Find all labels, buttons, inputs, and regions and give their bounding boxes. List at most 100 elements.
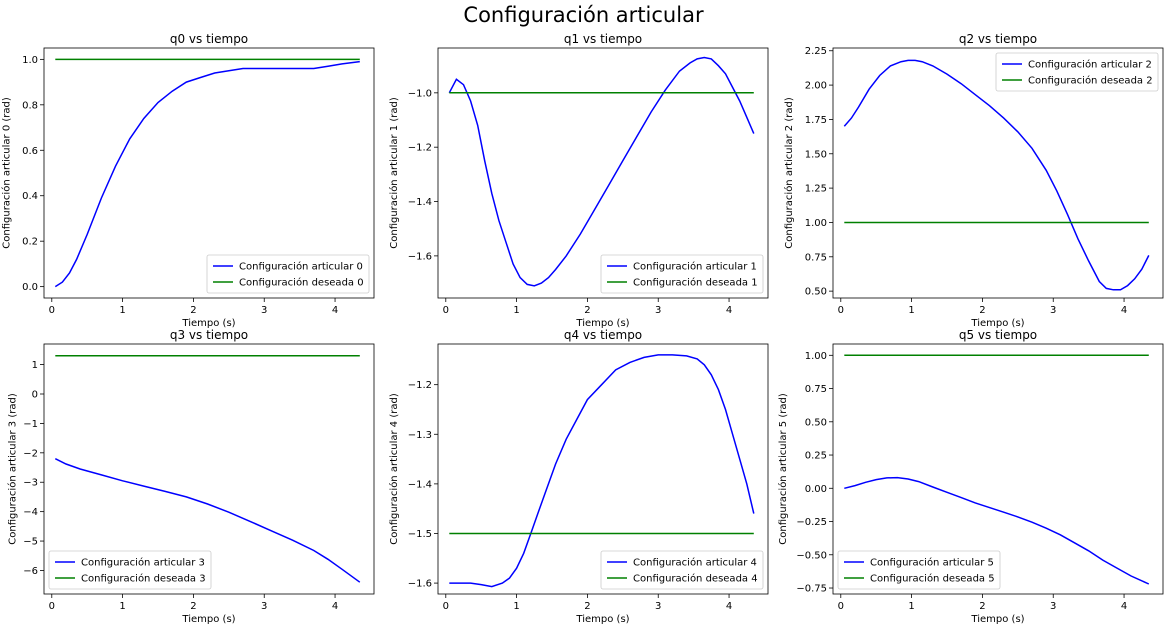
legend: Configuración articular 4 Configuración d… bbox=[600, 550, 764, 590]
x-tick-label: 0 bbox=[838, 601, 844, 612]
subplot-q1: 0 1 2 3 4 −1.6 −1.4 −1.2 −1.0 q1 vs tiempo Tiempo … bbox=[388, 32, 769, 329]
y-tick-label: −3 bbox=[23, 478, 38, 489]
subplot-q5: 0 1 2 3 4 −0.75 −0.50 −0.25 0.00 0.25 0.50 0.75 1.00… bbox=[777, 328, 1164, 625]
x-tick-label: 1 bbox=[513, 601, 519, 612]
subplot-q4: 0 1 2 3 4 −1.6 −1.5 −1.4 −1.3 −1.2 q4 vs tiempo Tie… bbox=[388, 328, 769, 625]
y-tick-label: −1 bbox=[23, 419, 38, 430]
x-tick-label: 1 bbox=[513, 305, 519, 316]
y-tick-label: 0.2 bbox=[22, 237, 38, 248]
subplot-title: q3 vs tiempo bbox=[170, 328, 248, 342]
x-tick-label: 3 bbox=[1050, 305, 1056, 316]
x-tick-label: 0 bbox=[838, 305, 844, 316]
x-tick-label: 3 bbox=[261, 305, 267, 316]
legend-entry: Configuración articular 1 bbox=[633, 261, 757, 273]
y-tick-label: 1.00 bbox=[805, 351, 827, 362]
legend-box bbox=[48, 550, 212, 590]
x-tick-label: 1 bbox=[119, 305, 125, 316]
x-axis-label: Tiempo (s) bbox=[181, 614, 235, 625]
legend-entry: Configuración deseada 5 bbox=[870, 573, 995, 585]
legend-entry: Configuración deseada 2 bbox=[1028, 75, 1153, 87]
x-axis-label: Tiempo (s) bbox=[575, 318, 629, 329]
y-tick-label: 1.50 bbox=[805, 149, 827, 160]
y-tick-label: −1.4 bbox=[408, 197, 432, 208]
legend-entry: Configuración deseada 0 bbox=[239, 277, 364, 289]
subplot-title: q4 vs tiempo bbox=[564, 328, 642, 342]
x-tick-label: 4 bbox=[726, 305, 732, 316]
y-tick-label: −1.4 bbox=[408, 479, 432, 490]
y-tick-label: 1.25 bbox=[805, 184, 827, 195]
subplot-title: q2 vs tiempo bbox=[959, 32, 1037, 46]
subplot-q0: 0 1 2 3 4 0.0 0.2 0.4 0.6 0.8 1.0 q0 vs tiempo Tiemp… bbox=[0, 32, 375, 329]
y-tick-label: −0.25 bbox=[796, 517, 827, 528]
y-tick-label: 0.50 bbox=[805, 287, 827, 298]
y-tick-label: −1.3 bbox=[408, 430, 432, 441]
x-tick-label: 2 bbox=[584, 305, 590, 316]
series-line-actual bbox=[54, 60, 360, 288]
legend-box bbox=[600, 550, 764, 590]
x-tick-label: 3 bbox=[655, 305, 661, 316]
x-tick-label: 1 bbox=[908, 305, 914, 316]
x-tick-label: 2 bbox=[979, 601, 985, 612]
x-tick-label: 3 bbox=[261, 601, 267, 612]
y-tick-label: 2.25 bbox=[805, 46, 827, 57]
y-axis-label: Configuración articular 4 (rad) bbox=[388, 393, 400, 545]
legend-entry: Configuración articular 3 bbox=[81, 557, 205, 569]
x-tick-label: 0 bbox=[443, 601, 449, 612]
legend-entry: Configuración articular 4 bbox=[633, 557, 757, 569]
x-tick-label: 4 bbox=[332, 305, 338, 316]
legend: Configuración articular 3 Configuración d… bbox=[48, 550, 212, 590]
x-tick-label: 4 bbox=[1121, 305, 1127, 316]
y-tick-label: 0.50 bbox=[805, 417, 827, 428]
legend-box bbox=[206, 254, 370, 294]
series-line-actual bbox=[843, 59, 1150, 291]
x-tick-label: 3 bbox=[655, 601, 661, 612]
y-tick-label: 0.75 bbox=[805, 384, 827, 395]
y-tick-label: −1.6 bbox=[408, 579, 432, 590]
subplot-title: q0 vs tiempo bbox=[170, 32, 248, 46]
y-tick-label: 0.8 bbox=[22, 100, 38, 111]
y-tick-label: 1.0 bbox=[22, 55, 38, 66]
y-tick-label: −5 bbox=[23, 537, 38, 548]
y-axis-label: Configuración articular 0 (rad) bbox=[0, 97, 12, 249]
y-axis-label: Configuración articular 5 (rad) bbox=[777, 393, 789, 545]
x-axis-label: Tiempo (s) bbox=[970, 318, 1024, 329]
x-tick-label: 2 bbox=[979, 305, 985, 316]
subplot-q2: 0 1 2 3 4 0.50 0.75 1.00 1.25 1.50 1.75 2.00 2.25 q2 … bbox=[783, 32, 1164, 329]
y-tick-label: −1.5 bbox=[408, 529, 432, 540]
legend-entry: Configuración deseada 3 bbox=[81, 573, 206, 585]
y-tick-label: 0.4 bbox=[22, 191, 38, 202]
x-tick-label: 1 bbox=[908, 601, 914, 612]
y-tick-label: 0.6 bbox=[22, 146, 38, 157]
y-tick-label: 0.75 bbox=[805, 252, 827, 263]
subplot-title: q5 vs tiempo bbox=[959, 328, 1037, 342]
subplot-q3: 0 1 2 3 4 −6 −5 −4 −3 −2 −1 0 1 q3 vs tiempo Tiempo (s… bbox=[7, 328, 375, 625]
y-tick-label: 1.00 bbox=[805, 218, 827, 229]
y-axis-label: Configuración articular 3 (rad) bbox=[7, 393, 19, 545]
y-tick-label: −2 bbox=[23, 448, 38, 459]
series-line-actual bbox=[448, 56, 755, 287]
y-tick-label: 1 bbox=[32, 360, 38, 371]
y-tick-label: 2.00 bbox=[805, 81, 827, 92]
legend-box bbox=[995, 52, 1159, 92]
x-tick-label: 0 bbox=[443, 305, 449, 316]
y-tick-label: −1.0 bbox=[408, 88, 432, 99]
legend: Configuración articular 5 Configuración d… bbox=[837, 550, 1001, 590]
subplot-title: q1 vs tiempo bbox=[564, 32, 642, 46]
legend-entry: Configuración deseada 1 bbox=[633, 277, 758, 289]
y-tick-label: 0.00 bbox=[805, 484, 827, 495]
series-line-actual bbox=[54, 458, 361, 583]
series-line-actual bbox=[449, 354, 755, 588]
x-axis-label: Tiempo (s) bbox=[181, 318, 235, 329]
series-line-actual bbox=[844, 476, 1150, 585]
y-tick-label: −0.50 bbox=[796, 550, 827, 561]
x-tick-label: 0 bbox=[49, 601, 55, 612]
x-tick-label: 1 bbox=[119, 601, 125, 612]
y-tick-label: −6 bbox=[23, 566, 38, 577]
y-tick-label: −1.6 bbox=[408, 251, 432, 262]
y-tick-label: −4 bbox=[23, 507, 38, 518]
legend-box bbox=[600, 254, 764, 294]
x-tick-label: 2 bbox=[584, 601, 590, 612]
x-tick-label: 2 bbox=[190, 601, 196, 612]
y-tick-label: 0.25 bbox=[805, 451, 827, 462]
x-tick-label: 2 bbox=[190, 305, 196, 316]
